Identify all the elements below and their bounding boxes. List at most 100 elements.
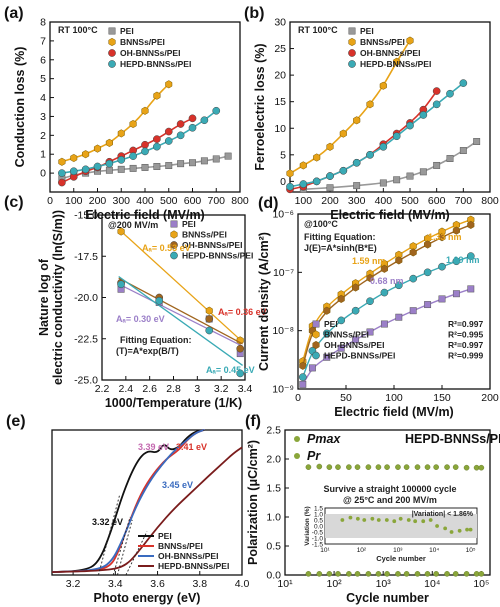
data-point: [406, 172, 414, 180]
data-point: [58, 157, 66, 166]
panel-f: 10¹ 10² 10³ 10⁴ 10⁵0.00.51.01.52.02.5PmaxPrH…: [245, 413, 500, 605]
data-point: [392, 132, 401, 141]
data-point: [335, 464, 341, 470]
data-point: [409, 274, 418, 283]
inset-point: [370, 516, 375, 521]
x-axis-label: Electric field (MV/m): [330, 208, 449, 222]
data-point: [395, 464, 401, 470]
data-point: [346, 571, 352, 577]
inset-x-tick: 10¹: [320, 547, 330, 554]
data-point: [176, 120, 185, 128]
y-tick-label: 0.0: [266, 570, 281, 582]
y-tick-label: -15.0: [74, 210, 98, 222]
data-point: [438, 295, 446, 303]
data-point: [339, 129, 347, 138]
legend-entry: Pr: [307, 449, 321, 463]
y-tick-label: 0: [40, 168, 46, 180]
data-point: [446, 89, 454, 98]
data-point: [170, 241, 178, 249]
legend-entry: PEI: [182, 219, 196, 229]
data-point: [335, 571, 341, 577]
data-point: [170, 220, 178, 228]
x-tick-label: 10¹: [277, 578, 293, 590]
data-point: [348, 37, 356, 47]
data-point: [379, 142, 388, 151]
data-point: [205, 326, 214, 335]
data-point: [375, 571, 382, 577]
data-point: [105, 159, 114, 168]
x-tick-label: 150: [433, 392, 451, 404]
x-tick-label: 10²: [326, 578, 342, 590]
x-tick-label: 10³: [376, 578, 392, 590]
data-point: [299, 180, 308, 188]
y-tick-label: 2: [40, 130, 46, 142]
data-point: [414, 571, 421, 577]
inset-point: [406, 518, 411, 522]
data-point: [117, 156, 126, 164]
y-tick-label: 2.5: [266, 425, 281, 437]
data-point: [58, 178, 66, 187]
data-point: [200, 157, 208, 165]
inset-y-tick: 0.5: [314, 517, 323, 524]
fit-line: [118, 275, 243, 366]
chart-title: HEPD-BNNSs/PEI: [405, 432, 500, 446]
data-point: [164, 137, 173, 145]
inset-y-tick: 0.0: [314, 523, 323, 530]
data-point: [380, 320, 388, 328]
data-point: [286, 169, 294, 178]
data-point: [452, 571, 459, 577]
data-point: [478, 464, 485, 471]
r-squared-label: R²=0.997: [448, 319, 483, 329]
data-point: [326, 464, 333, 470]
bandgap-label: 3.41 eV: [176, 442, 207, 452]
y-axis-label: Polarization (μC/cm²): [246, 440, 260, 565]
data-point: [424, 464, 431, 470]
r-squared-label: R²=0.999: [448, 351, 483, 361]
data-point: [108, 37, 116, 47]
data-point: [459, 147, 467, 155]
data-point: [298, 373, 307, 381]
x-tick-label: 800: [481, 195, 499, 207]
data-point: [316, 571, 323, 577]
data-point: [352, 336, 360, 344]
legend-entry: HEPD-BNNSs/PEI: [158, 561, 229, 571]
data-point: [394, 281, 403, 290]
data-point: [478, 571, 485, 577]
legend-entry: PEI: [158, 531, 172, 541]
spectrum-line: [51, 429, 205, 573]
data-point: [108, 27, 116, 35]
inset-y-label: Variation (%): [304, 506, 311, 545]
y-tick-label: 4: [40, 92, 46, 104]
x-tick-label: 10⁴: [424, 578, 440, 590]
x-tick-label: 0: [295, 392, 301, 404]
x-tick-label: 3: [194, 383, 200, 395]
x-tick-label: 100: [295, 195, 313, 207]
data-point: [466, 252, 475, 260]
data-point: [93, 144, 102, 153]
x-tick-label: 2.8: [166, 383, 181, 395]
distance-label: 1.09 nm: [446, 255, 480, 265]
x-tick-label: 3.2: [214, 383, 229, 395]
panel-label: (d): [258, 195, 278, 212]
activation-energy-label: Aₐ= 0.30 eV: [116, 314, 165, 324]
data-point: [322, 329, 331, 338]
inset-point: [348, 515, 353, 520]
x-tick-label: 500: [401, 195, 419, 207]
data-point: [212, 106, 221, 115]
data-point: [326, 172, 334, 180]
x-tick-label: 700: [207, 195, 225, 207]
condition-note: RT 100°C: [58, 25, 98, 35]
data-point: [117, 227, 125, 236]
data-point: [433, 161, 441, 169]
data-point: [352, 158, 361, 167]
panel-label: (b): [244, 5, 264, 22]
inset-y-tick: -0.5: [312, 529, 324, 536]
plot-frame: [289, 21, 491, 193]
data-point: [212, 155, 220, 163]
y-axis-label: Current density (A/cm²): [257, 232, 271, 371]
data-point: [326, 571, 333, 577]
data-point: [366, 328, 374, 336]
inset-point: [421, 519, 426, 524]
data-point: [365, 571, 372, 577]
data-point: [105, 166, 113, 174]
